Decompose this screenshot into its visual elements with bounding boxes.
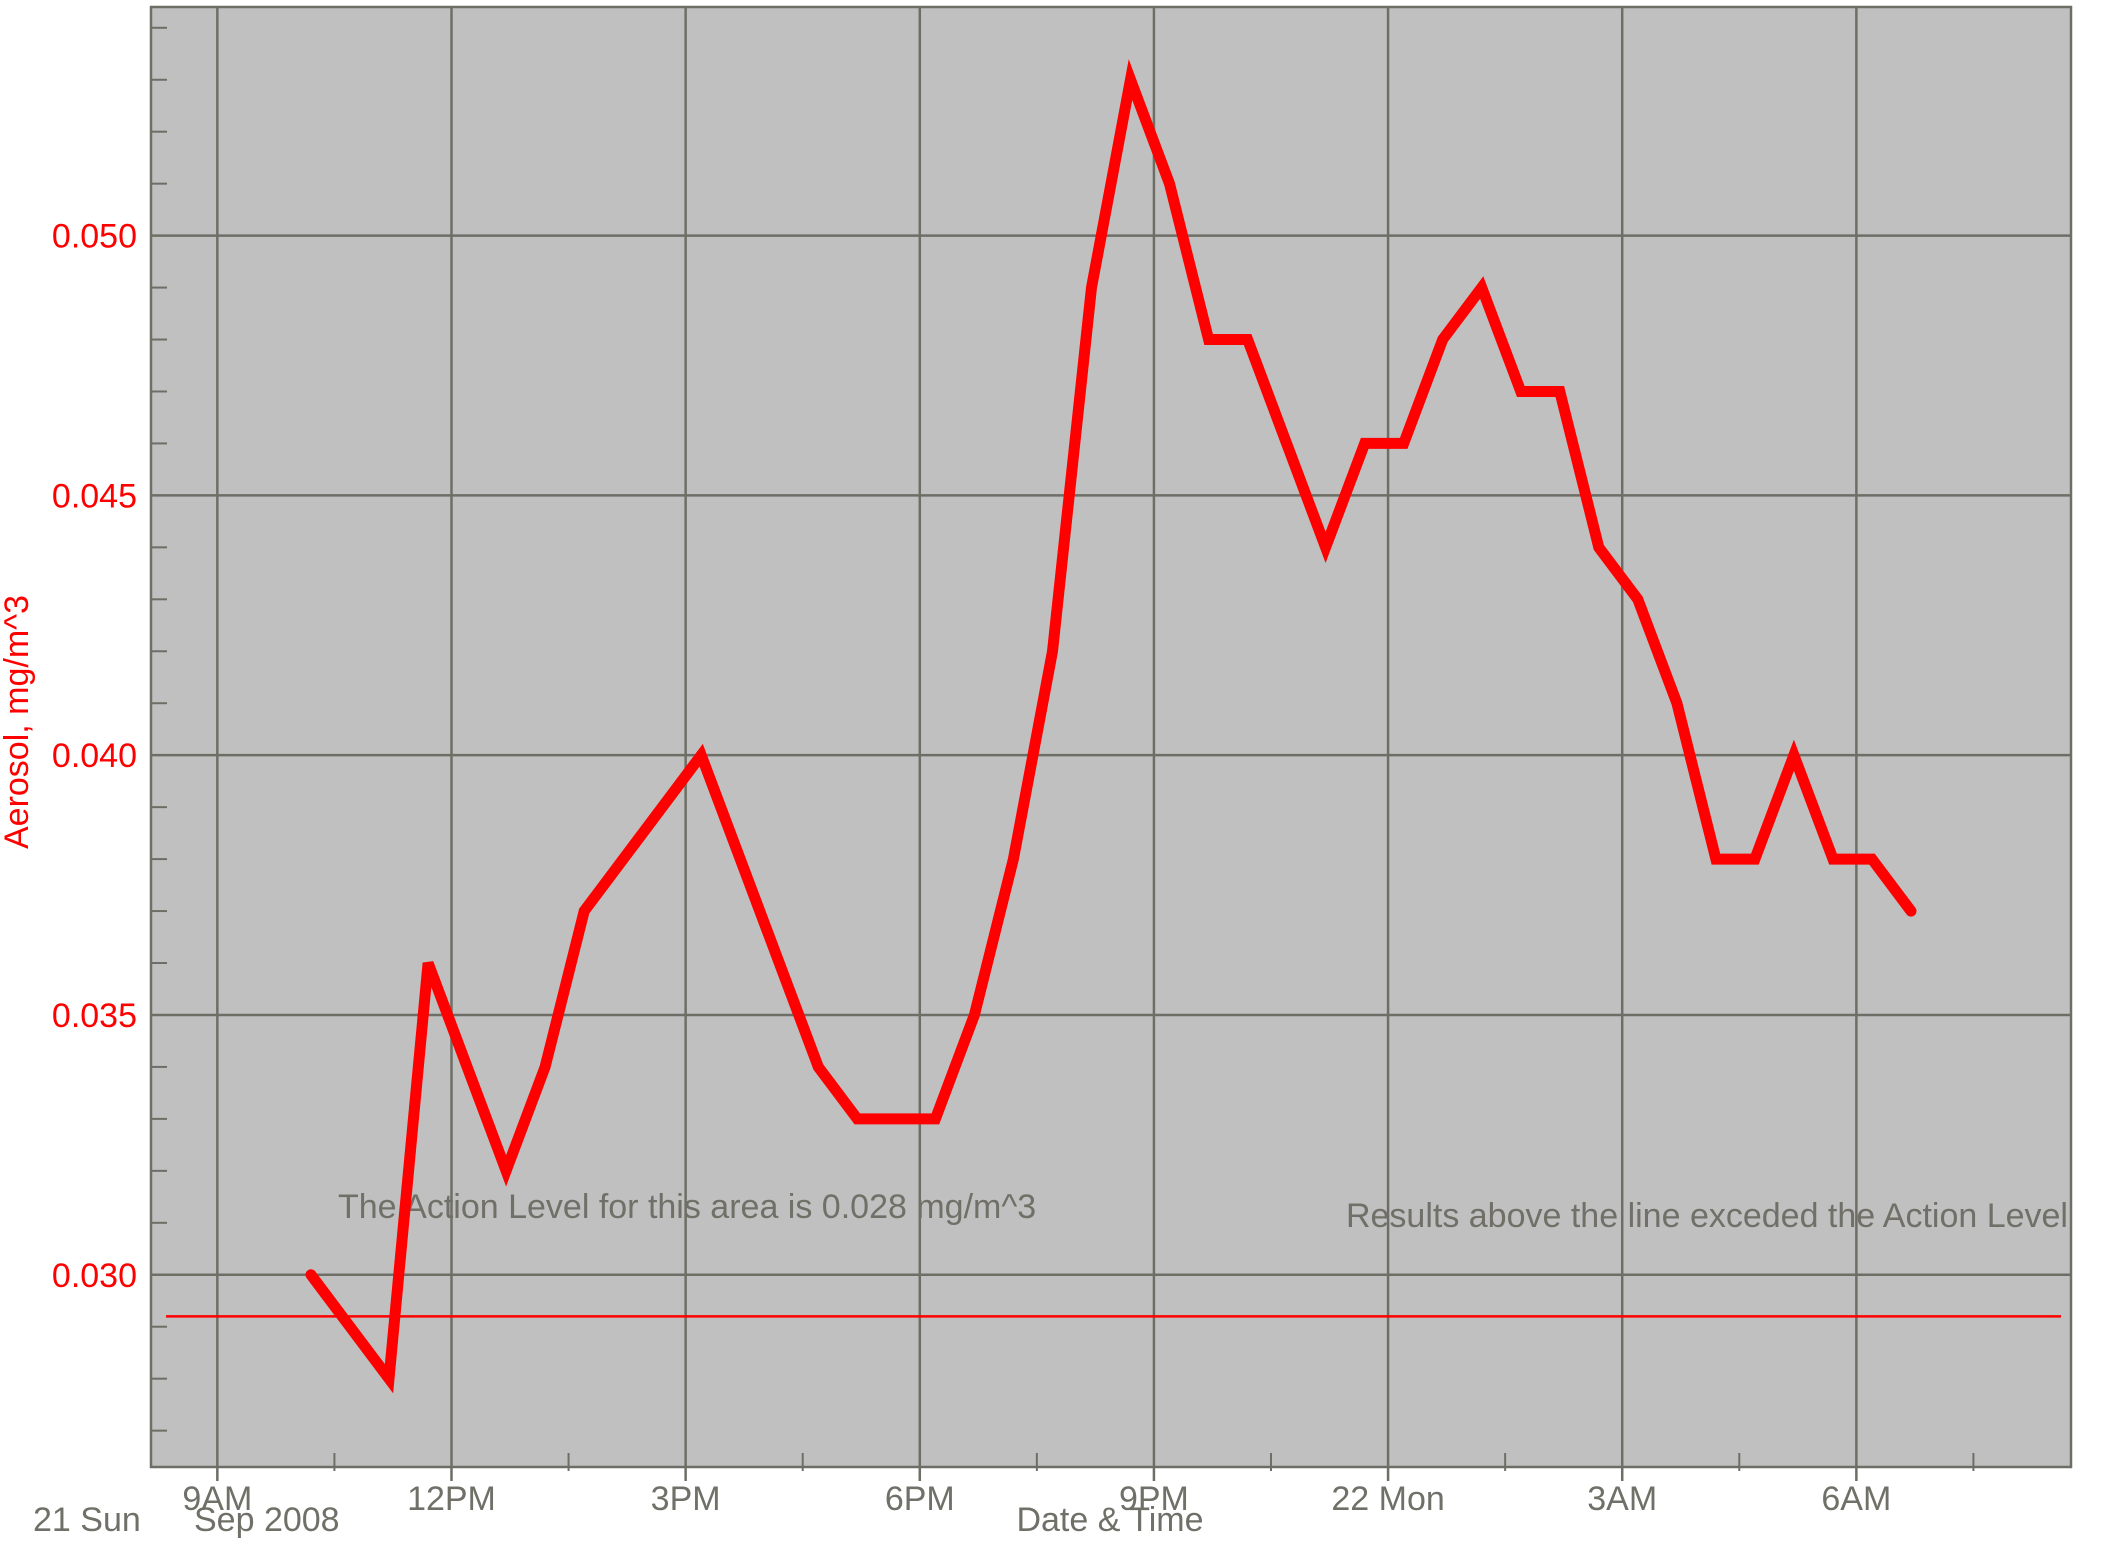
x-tick-label: 3PM <box>651 1480 721 1518</box>
y-tick-label: 0.030 <box>52 1257 137 1295</box>
y-tick-labels: 0.030 0.035 0.040 0.045 0.050 <box>52 218 137 1295</box>
plot-background <box>151 7 2071 1467</box>
y-axis-label: Aerosol, mg/m^3 <box>0 595 36 849</box>
x-tick-label: 3AM <box>1587 1480 1657 1518</box>
x-tick-label: 12PM <box>407 1480 496 1518</box>
date-month-label: Sep 2008 <box>194 1501 340 1539</box>
date-day-label: 21 Sun <box>33 1501 141 1539</box>
x-tick-label: 22 Mon <box>1331 1480 1444 1518</box>
action-level-label: The Action Level for this area is 0.028 … <box>338 1188 1036 1226</box>
x-axis-label: Date & Time <box>1016 1501 1203 1539</box>
y-tick-label: 0.050 <box>52 218 137 256</box>
y-tick-label: 0.035 <box>52 997 137 1035</box>
y-tick-label: 0.040 <box>52 737 137 775</box>
action-level-note: Results above the line exceded the Actio… <box>1346 1197 2068 1235</box>
x-tick-label: 6PM <box>885 1480 955 1518</box>
y-tick-label: 0.045 <box>52 477 137 515</box>
x-tick-label: 6AM <box>1821 1480 1891 1518</box>
